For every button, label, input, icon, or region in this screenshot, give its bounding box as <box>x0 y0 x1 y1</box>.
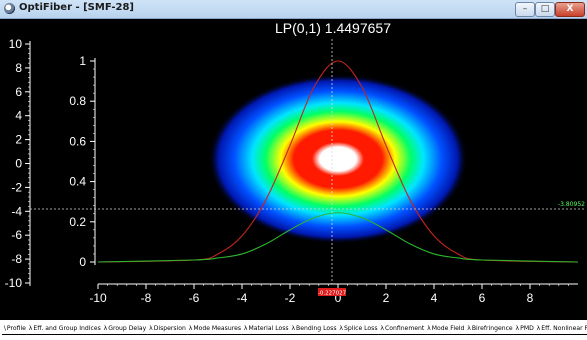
tab-separator-icon: \ <box>3 324 6 332</box>
tab-label: Bending Loss <box>296 324 337 332</box>
tab-label: Eff. Nonlinear RI <box>541 324 587 332</box>
right-axis-tick-label: 0 <box>79 255 86 269</box>
tab-eff-and-group-indices[interactable]: λEff. and Group Indices <box>26 323 102 335</box>
mode-field-intensity <box>208 74 468 244</box>
cursor-x-readout: -0.227027 <box>318 291 347 297</box>
plot-cursor[interactable]: -3.80952 -0.227027 <box>30 39 586 297</box>
tab-eff-nonlinear-ri[interactable]: λEff. Nonlinear RI <box>534 323 587 335</box>
x-axis-tick-label: -6 <box>189 291 200 305</box>
tab-mode-measures[interactable]: λMode Measures <box>186 323 242 335</box>
tab-separator-icon: λ <box>28 324 33 332</box>
x-axis-tick-label: -4 <box>237 291 248 305</box>
tab-separator-icon: λ <box>243 324 248 332</box>
tab-label: Dispersion <box>153 324 186 332</box>
left-axis-tick-label: -6 <box>11 228 22 242</box>
tab-separator-icon: λ <box>467 324 471 332</box>
x-axis-tick-label: 6 <box>479 291 486 305</box>
tab-label: Mode Measures <box>193 324 242 332</box>
left-axis-tick-label: 4 <box>15 109 22 123</box>
tab-label: Material Loss <box>248 324 289 332</box>
tab-separator-icon: λ <box>427 324 431 332</box>
tab-label: Confinement <box>384 324 425 332</box>
tab-profile[interactable]: \Profile <box>2 323 27 335</box>
left-axis-tick-label: 0 <box>15 157 22 171</box>
tab-group-delay[interactable]: λGroup Delay <box>101 323 148 335</box>
x-axis-tick-label: 8 <box>527 291 534 305</box>
tab-separator-icon: λ <box>536 324 541 332</box>
right-axis-tick-label: 0.6 <box>69 134 86 148</box>
minimize-button[interactable]: – <box>515 2 535 17</box>
intensity-curve-green <box>97 212 579 263</box>
tab-separator-icon: λ <box>149 324 153 332</box>
right-axis-tick-label: 0.8 <box>69 94 86 108</box>
intensity-curve-red <box>97 60 579 263</box>
tab-separator-icon: λ <box>103 324 108 332</box>
right-axis-tick-label: 0.2 <box>69 215 86 229</box>
left-axis-tick-label: -2 <box>11 180 22 194</box>
tab-strip: \Profile λEff. and Group Indices λGroup De… <box>0 320 587 340</box>
right-axis-tick-label: 0.4 <box>69 175 86 189</box>
left-axis-tick-label: -4 <box>11 204 22 218</box>
tab-dispersion[interactable]: λDispersion <box>147 323 187 335</box>
tab-splice-loss[interactable]: λSplice Loss <box>337 323 379 335</box>
left-axis-tick-label: 2 <box>15 133 22 147</box>
tab-label: Birefringence <box>471 324 513 332</box>
plot-curves <box>97 60 579 263</box>
close-button[interactable]: X <box>555 2 585 17</box>
tab-material-loss[interactable]: λMaterial Loss <box>241 323 290 335</box>
tab-list: \Profile λEff. and Group Indices λGroup De… <box>2 323 587 335</box>
x-axis-tick-label: -10 <box>89 291 107 305</box>
x-axis-tick-label: -8 <box>141 291 152 305</box>
tab-confinement[interactable]: λConfinement <box>378 323 426 335</box>
tab-bending-loss[interactable]: λBending Loss <box>289 323 338 335</box>
x-axis-tick-label: 0 <box>335 291 342 305</box>
left-axis-tick-label: 10 <box>9 37 23 51</box>
tab-separator-icon: λ <box>380 324 385 332</box>
tab-separator-icon: λ <box>188 324 193 332</box>
left-axis-tick-label: -8 <box>11 252 22 266</box>
left-axis-tick-label: 8 <box>15 61 22 75</box>
tab-birefringence[interactable]: λBirefringence <box>465 323 514 335</box>
mode-field-plot[interactable]: 10 8 6 4 2 0 -2 -4 -6 -8 -10 1 0.8 0.6 0.4 0.2 0 -10 -8 -6-… <box>0 19 587 320</box>
plot-title: LP(0,1) 1.4497657 <box>275 20 391 36</box>
app-icon <box>4 3 15 14</box>
tab-label: Eff. and Group Indices <box>33 324 101 332</box>
x-axis-tick-label: -2 <box>285 291 296 305</box>
tab-label: Mode Field <box>431 324 465 332</box>
tab-separator-icon: λ <box>339 324 343 332</box>
window-title: OptiFiber - [SMF-28] <box>19 2 134 13</box>
tab-mode-field[interactable]: λMode Field <box>425 323 466 335</box>
cursor-x-badge <box>318 288 346 296</box>
title-bar: OptiFiber - [SMF-28] – □ X <box>0 0 587 19</box>
left-axis-tick-label: -10 <box>5 276 23 290</box>
cursor-y-readout: -3.80952 <box>558 201 585 208</box>
right-axis-tick-label: 1 <box>79 54 86 68</box>
plot-axes: 10 8 6 4 2 0 -2 -4 -6 -8 -10 1 0.8 0.6 0.4 0.2 0 -10 -8 -6 -… <box>5 37 578 305</box>
tab-label: PMD <box>520 324 534 332</box>
left-axis-tick-label: 6 <box>15 85 22 99</box>
tab-label: Group Delay <box>108 324 147 332</box>
tab-pmd[interactable]: λPMD <box>513 323 535 335</box>
x-axis-tick-label: 2 <box>383 291 390 305</box>
maximize-button[interactable]: □ <box>535 2 555 17</box>
tab-separator-icon: λ <box>291 324 296 332</box>
tab-separator-icon: λ <box>515 324 520 332</box>
x-axis-tick-label: 4 <box>431 291 438 305</box>
tab-label: Profile <box>6 324 26 332</box>
tab-label: Splice Loss <box>343 324 378 332</box>
